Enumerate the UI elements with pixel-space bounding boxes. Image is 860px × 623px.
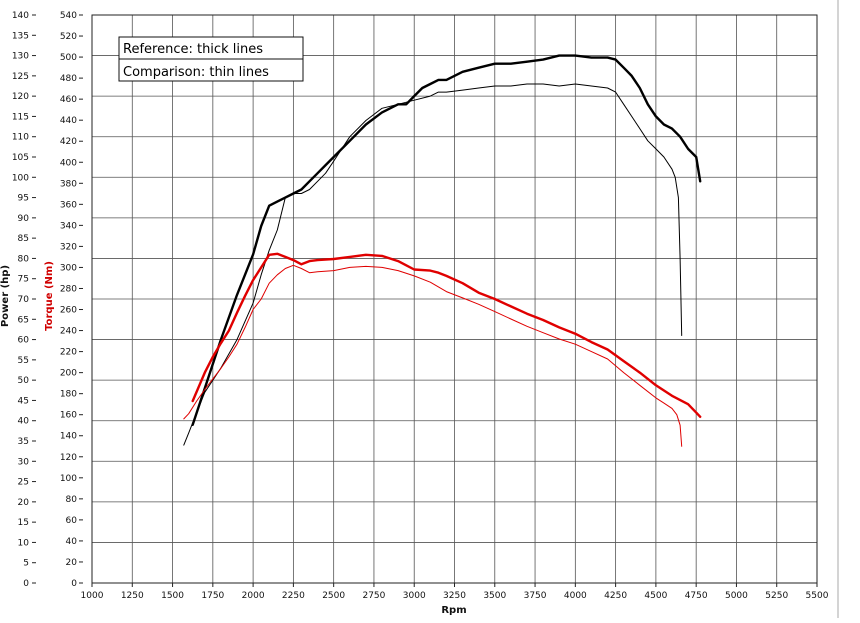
torque-tick-label: 220 xyxy=(60,348,77,358)
torque-axis-title: Torque (Nm) xyxy=(44,261,55,331)
torque-tick-label: 180 xyxy=(60,390,77,400)
x-tick-label: 4500 xyxy=(644,591,667,601)
power-tick-label: 40 xyxy=(18,417,30,427)
x-tick-label: 1000 xyxy=(81,591,104,601)
power-tick-label: 25 xyxy=(18,478,29,488)
power-tick-label: 0 xyxy=(23,579,29,589)
power-tick-label: 50 xyxy=(18,376,30,386)
power-tick-label: 45 xyxy=(18,396,29,406)
torque-tick-label: 460 xyxy=(60,95,77,105)
torque-tick-label: 320 xyxy=(60,242,77,252)
x-tick-label: 4750 xyxy=(685,591,708,601)
torque-tick-label: 260 xyxy=(60,306,77,316)
x-tick-label: 5000 xyxy=(725,591,748,601)
x-tick-label: 1750 xyxy=(201,591,224,601)
power-tick-label: 85 xyxy=(18,234,29,244)
power-tick-label: 30 xyxy=(18,457,30,467)
torque-tick-label: 40 xyxy=(66,537,78,547)
legend: Reference: thick lines Comparison: thin … xyxy=(118,36,304,82)
power-tick-label: 15 xyxy=(18,518,29,528)
power-tick-label: 100 xyxy=(12,173,29,183)
power-tick-label: 125 xyxy=(12,72,29,82)
power-tick-label: 135 xyxy=(12,31,29,41)
x-tick-label: 3500 xyxy=(483,591,506,601)
x-tick-label: 3000 xyxy=(403,591,426,601)
power-tick-label: 20 xyxy=(18,498,30,508)
torque-tick-label: 280 xyxy=(60,284,77,294)
torque-tick-label: 520 xyxy=(60,32,77,42)
x-tick-label: 3250 xyxy=(443,591,466,601)
torque-tick-label: 380 xyxy=(60,179,77,189)
torque-tick-label: 480 xyxy=(60,74,77,84)
series-lines xyxy=(183,54,702,447)
power-tick-label: 105 xyxy=(12,153,29,163)
x-tick-label: 2750 xyxy=(362,591,385,601)
power-tick-label: 140 xyxy=(12,11,29,21)
x-axis-title: Rpm xyxy=(441,605,466,616)
x-tick-label: 1250 xyxy=(121,591,144,601)
power-tick-label: 80 xyxy=(18,254,30,264)
x-tick-label: 2500 xyxy=(322,591,345,601)
power-tick-label: 75 xyxy=(18,275,29,285)
torque-tick-label: 440 xyxy=(60,116,77,126)
torque-tick-label: 80 xyxy=(66,495,78,505)
torque-tick-label: 160 xyxy=(60,411,77,421)
x-tick-label: 4000 xyxy=(564,591,587,601)
power-tick-label: 65 xyxy=(18,315,29,325)
legend-box-comparison xyxy=(118,58,304,82)
torque-tick-label: 420 xyxy=(60,137,77,147)
torque-tick-label: 240 xyxy=(60,327,77,337)
x-tick-label: 5250 xyxy=(765,591,788,601)
x-tick-labels: 1000 1250 1500 1750 2000 2250 2500 2750 3000 3250… xyxy=(81,583,829,601)
torque-tick-label: 340 xyxy=(60,221,77,231)
torque-tick-label: 60 xyxy=(66,516,78,526)
x-tick-label: 1500 xyxy=(161,591,184,601)
power-axis-title: Power (hp) xyxy=(0,265,11,327)
torque-tick-label: 0 xyxy=(71,579,77,589)
x-tick-label: 3750 xyxy=(524,591,547,601)
power-tick-label: 35 xyxy=(18,437,29,447)
power-tick-label: 5 xyxy=(23,559,29,569)
power-tick-label: 55 xyxy=(18,356,29,366)
power-tick-label: 115 xyxy=(12,112,29,122)
power-tick-label: 70 xyxy=(18,295,30,305)
torque-tick-label: 120 xyxy=(60,453,77,463)
power-tick-labels: 0 5 10 15 20 25 30 35 40 45 50 55 60 65 70 75 80 85 90 95 10… xyxy=(12,11,36,589)
power-tick-label: 10 xyxy=(18,538,30,548)
torque-tick-label: 300 xyxy=(60,263,77,273)
power-tick-label: 60 xyxy=(18,336,30,346)
torque-tick-labels: 0 20 40 60 80 100 120 140 160 180 200 220 240 260 280 3… xyxy=(60,11,83,589)
x-tick-label: 4250 xyxy=(604,591,627,601)
power-tick-label: 95 xyxy=(18,194,29,204)
power-tick-label: 110 xyxy=(12,133,29,143)
torque-tick-label: 100 xyxy=(60,474,77,484)
power-tick-label: 120 xyxy=(12,92,29,102)
power-tick-label: 130 xyxy=(12,52,29,62)
power-thick-line xyxy=(191,54,702,426)
legend-entry-comparison: Comparison: thin lines xyxy=(123,65,269,80)
torque-tick-label: 500 xyxy=(60,53,77,63)
torque-tick-label: 400 xyxy=(60,158,77,168)
x-tick-label: 5500 xyxy=(806,591,829,601)
x-tick-label: 2000 xyxy=(242,591,265,601)
torque-tick-label: 200 xyxy=(60,369,77,379)
legend-entry-reference: Reference: thick lines xyxy=(123,42,263,57)
power-tick-label: 90 xyxy=(18,214,30,224)
torque-thick-line xyxy=(191,252,702,418)
torque-tick-label: 540 xyxy=(60,11,77,21)
torque-tick-label: 360 xyxy=(60,200,77,210)
torque-tick-label: 140 xyxy=(60,432,77,442)
x-tick-label: 2250 xyxy=(282,591,305,601)
torque-tick-label: 20 xyxy=(66,558,78,568)
torque-thin-line xyxy=(183,264,683,447)
